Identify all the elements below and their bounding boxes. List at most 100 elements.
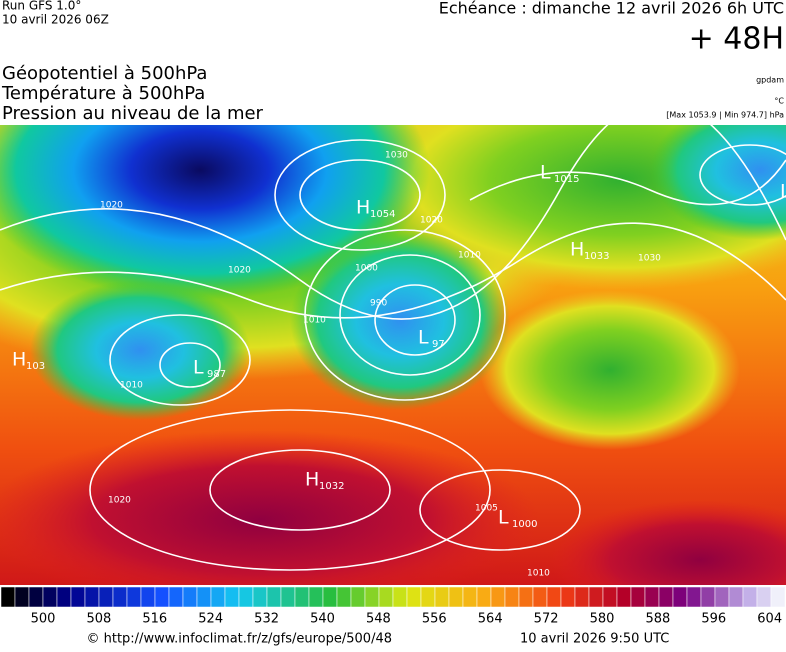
isobar-label: 1010 [120, 381, 143, 391]
scale-swatch [364, 586, 380, 608]
issue-time: 10 avril 2026 9:50 UTC [520, 632, 669, 647]
scale-label: 564 [478, 612, 503, 627]
center-letter: L [540, 162, 551, 184]
scale-label: 556 [422, 612, 447, 627]
scale-swatch [504, 586, 520, 608]
scale-swatch [224, 586, 240, 608]
title: Géopotentiel à 500hPa [2, 63, 207, 84]
run-date: 10 avril 2026 06Z [2, 13, 109, 27]
isobar-label: 990 [370, 299, 387, 309]
center-value: 1054 [370, 209, 395, 220]
isobar-label: 1010 [303, 316, 326, 326]
center-value: 1033 [584, 251, 609, 262]
isobar-label: 1010 [527, 569, 550, 579]
scale-label: 524 [198, 612, 223, 627]
center-value: 1000 [512, 519, 537, 530]
scale-swatch [742, 586, 758, 608]
scale-label: 596 [701, 612, 726, 627]
center-value: 987 [207, 369, 226, 380]
center-letter: H [305, 469, 319, 491]
scale-swatch [602, 586, 618, 608]
scale-label: 548 [366, 612, 391, 627]
scale-swatch [700, 586, 716, 608]
scale-swatch [462, 586, 478, 608]
run: Run GFS 1.0° [2, 0, 81, 13]
unit: °C [774, 97, 784, 106]
scale-swatch [672, 586, 688, 608]
map [0, 125, 786, 585]
center-value: 103 [26, 361, 45, 372]
isobar-label: 1000 [355, 264, 378, 274]
scale-swatch [168, 586, 184, 608]
scale-swatch [154, 586, 170, 608]
scale-swatch [714, 586, 730, 608]
scale-swatch [630, 586, 646, 608]
scale-swatch [350, 586, 366, 608]
scale-swatch [84, 586, 100, 608]
scale-swatch [336, 586, 352, 608]
isobar-label: 1010 [458, 251, 481, 261]
scale-swatch [308, 586, 324, 608]
scale-label: 540 [310, 612, 335, 627]
isobar-label: 1020 [420, 216, 443, 226]
center-value: 1015 [554, 174, 579, 185]
scale-swatch [420, 586, 436, 608]
scale-swatch [476, 586, 492, 608]
center-letter: L [498, 507, 509, 529]
scale-swatch [728, 586, 744, 608]
lead-time: + 48H [689, 22, 784, 57]
title: Température à 500hPa [1, 83, 205, 104]
scale-swatch [756, 586, 772, 608]
isobar-label: 1020 [228, 266, 251, 276]
scale-swatch [266, 586, 282, 608]
unit: gpdam [756, 76, 784, 85]
center-letter: H [12, 349, 26, 371]
scale-label: 516 [142, 612, 167, 627]
scale-swatch [448, 586, 464, 608]
scale-label: 588 [645, 612, 670, 627]
scale-swatch [434, 586, 450, 608]
scale-swatch [378, 586, 394, 608]
scale-swatch [126, 586, 142, 608]
scale-swatch [98, 586, 114, 608]
scale-swatch [196, 586, 212, 608]
scale-swatch [210, 586, 226, 608]
scale-swatch [518, 586, 534, 608]
scale-swatch [644, 586, 660, 608]
scale-swatch [56, 586, 72, 608]
scale-swatch [140, 586, 156, 608]
scale-swatch [560, 586, 576, 608]
scale-swatch [70, 586, 86, 608]
scale-swatch [574, 586, 590, 608]
isobar-label: 1020 [100, 201, 123, 211]
scale-swatch [532, 586, 548, 608]
scale-swatch [490, 586, 506, 608]
scale-label: 508 [86, 612, 111, 627]
center-letter: H [570, 239, 584, 261]
scale-swatch [658, 586, 674, 608]
echeance: Echéance : dimanche 12 avril 2026 6h UTC [439, 0, 784, 18]
center-letter: L [193, 357, 204, 379]
scale-swatch [686, 586, 702, 608]
scale-swatch [406, 586, 422, 608]
isobar-label: 1030 [638, 254, 661, 264]
scale-swatch [392, 586, 408, 608]
color-scale: 500 508 516 524 532 540 548 556 564 572 580 588 596 6… [0, 586, 786, 627]
scale-label: 604 [757, 612, 782, 627]
scale-label: 532 [254, 612, 279, 627]
unit: [Max 1053.9 | Min 974.7] hPa [666, 111, 784, 120]
scale-swatch [770, 586, 786, 608]
title: Pression au niveau de la mer [2, 103, 264, 124]
scale-swatch [322, 586, 338, 608]
scale-swatch [14, 586, 30, 608]
center-value: 97 [432, 339, 445, 350]
scale-swatch [0, 586, 16, 608]
scale-label: 572 [534, 612, 559, 627]
scale-swatch [28, 586, 44, 608]
scale-swatch [112, 586, 128, 608]
scale-swatch [588, 586, 604, 608]
center-letter: L [780, 181, 786, 203]
scale-label: 500 [31, 612, 56, 627]
scale-swatch [252, 586, 268, 608]
